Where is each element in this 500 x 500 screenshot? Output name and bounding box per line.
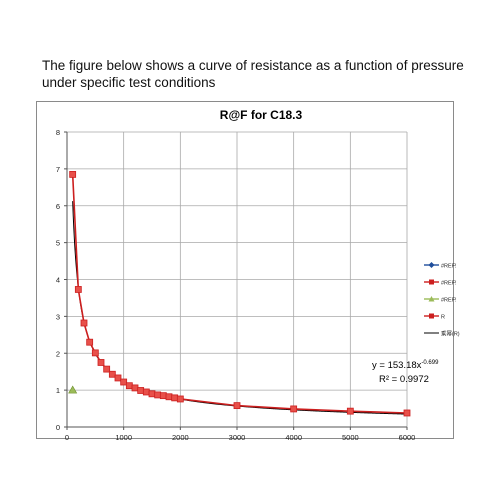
chart-legend: #REF! #REF! #REF! R 乘幂(R) (424, 262, 460, 338)
y-tick-label: 1 (56, 386, 60, 395)
legend-label: 乘幂(R) (441, 330, 460, 338)
trendline-equation: y = 153.18x-0.699 (372, 357, 438, 372)
data-point (114, 374, 122, 382)
data-point (131, 384, 139, 392)
intro-paragraph: The figure below shows a curve of resist… (42, 58, 464, 90)
data-point (120, 378, 128, 386)
legend-marker (428, 296, 435, 302)
series-layer (68, 171, 411, 417)
x-tick-label: 3000 (229, 433, 246, 442)
trendline-r-squared: R² = 0.9972 (379, 374, 429, 385)
data-point (80, 319, 88, 327)
y-tick-label: 0 (56, 423, 60, 432)
y-tick-label: 8 (56, 128, 60, 137)
chart-axes (64, 131, 408, 430)
chart-frame (36, 101, 454, 439)
y-tick-label: 2 (56, 349, 60, 358)
y-tick-label: 5 (56, 239, 60, 248)
data-point (403, 409, 411, 417)
legend-marker (429, 279, 434, 285)
data-point (233, 402, 241, 410)
legend-label: #REF! (441, 298, 457, 304)
data-point (176, 395, 184, 403)
x-tick-label: 1000 (115, 433, 132, 442)
legend-marker (428, 262, 435, 268)
y-tick-label: 6 (56, 202, 60, 211)
legend-label: #REF! (441, 281, 457, 287)
data-point (68, 385, 78, 394)
data-point (103, 365, 111, 373)
data-point (154, 391, 162, 399)
data-point (74, 286, 82, 293)
y-tick-label: 7 (56, 165, 60, 174)
data-point (125, 382, 133, 390)
legend-label: R (441, 315, 445, 321)
data-point (346, 407, 354, 415)
data-point (137, 387, 145, 394)
legend-label: #REF! (441, 264, 457, 270)
data-point (171, 394, 179, 402)
data-point (165, 393, 173, 401)
data-point (159, 392, 167, 400)
x-tick-label: 5000 (342, 433, 359, 442)
data-point (91, 349, 99, 357)
chart-title: R@F for C18.3 (220, 108, 303, 122)
x-tick-label: 6000 (399, 433, 416, 442)
trendline-equation-exponent: -0.699 (421, 360, 439, 366)
data-point (86, 338, 94, 346)
data-point (290, 405, 298, 413)
x-tick-label: 0 (65, 433, 69, 442)
trendline-equation-base: y = 153.18x (372, 360, 422, 371)
chart-grid (67, 131, 408, 427)
data-point (69, 171, 77, 178)
data-point (148, 390, 156, 398)
data-point (142, 388, 150, 396)
y-tick-label: 3 (56, 312, 60, 321)
series-line (71, 174, 408, 414)
data-point (108, 370, 116, 378)
legend-marker (429, 313, 434, 319)
chart-tick-labels: 0 1 2 3 4 5 6 7 8 0 1000 2000 3000 4000 5000 6000 (56, 128, 416, 442)
y-tick-label: 4 (56, 276, 60, 285)
x-tick-label: 2000 (172, 433, 189, 442)
x-tick-label: 4000 (285, 433, 302, 442)
data-point (97, 359, 105, 366)
